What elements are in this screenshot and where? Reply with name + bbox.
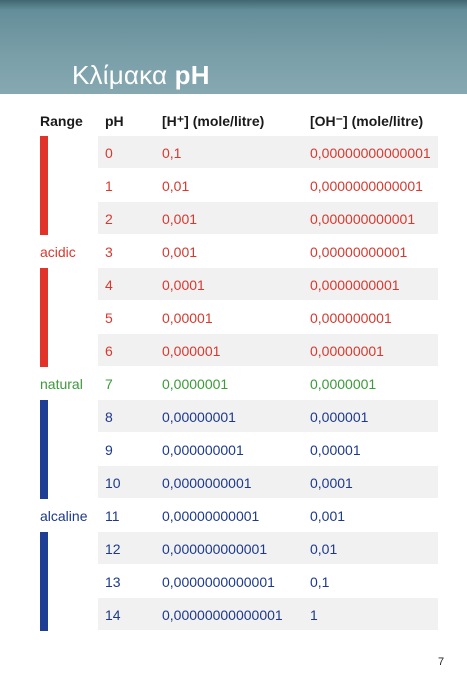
ph-value: 6 <box>105 343 113 359</box>
range-label: acidic <box>40 244 76 260</box>
page-header: Κλίμακα pH <box>0 0 467 94</box>
h-concentration: 0,000000000001 <box>162 541 268 557</box>
table-row: 12 0,000000000001 0,01 <box>40 532 438 565</box>
table-row: 6 0,000001 0,00000001 <box>40 334 438 367</box>
h-concentration: 0,0000001 <box>162 376 229 392</box>
h-concentration: 0,00000000000001 <box>162 607 283 623</box>
h-concentration: 0,001 <box>162 211 198 227</box>
h-concentration: 0,00000000001 <box>162 508 260 524</box>
ph-value: 7 <box>105 376 113 392</box>
ph-value: 1 <box>105 178 113 194</box>
oh-concentration: 0,000000000001 <box>310 211 416 227</box>
oh-concentration: 0,0000000001 <box>310 277 400 293</box>
ph-value: 4 <box>105 277 113 293</box>
h-concentration: 0,001 <box>162 244 198 260</box>
table-row: alcaline 11 0,00000000001 0,001 <box>40 499 438 532</box>
oh-concentration: 1 <box>310 607 318 623</box>
acidic-range-bar <box>40 136 48 169</box>
range-label: alcaline <box>40 508 88 524</box>
ph-value: 13 <box>105 574 121 590</box>
row-background <box>98 400 438 432</box>
h-concentration: 0,01 <box>162 178 190 194</box>
acidic-range-bar <box>40 334 48 367</box>
table-row: natural 7 0,0000001 0,0000001 <box>40 367 438 400</box>
h-concentration: 0,0000000001 <box>162 475 252 491</box>
oh-concentration: 0,0000000000001 <box>310 178 423 194</box>
ph-value: 12 <box>105 541 121 557</box>
column-header-range: Range <box>40 113 83 129</box>
oh-concentration: 0,001 <box>310 508 346 524</box>
row-background <box>98 466 438 498</box>
alcaline-range-bar <box>40 532 48 565</box>
row-background <box>98 202 438 234</box>
ph-value: 11 <box>105 508 120 524</box>
table-row: 9 0,000000001 0,00001 <box>40 433 438 466</box>
range-label: natural <box>40 376 83 392</box>
table-row: acidic 3 0,001 0,00000000001 <box>40 235 438 268</box>
row-background <box>98 532 438 564</box>
h-concentration: 0,000000001 <box>162 442 244 458</box>
oh-concentration: 0,00001 <box>310 442 361 458</box>
alcaline-range-bar <box>40 598 48 631</box>
alcaline-range-bar <box>40 400 48 433</box>
row-background <box>98 334 438 366</box>
acidic-range-bar <box>40 202 48 235</box>
table-header: Range pH [H⁺] (mole/litre) [OH⁻] (mole/l… <box>40 106 438 136</box>
column-header-oh: [OH⁻] (mole/litre) <box>310 113 424 129</box>
table-row: 14 0,00000000000001 1 <box>40 598 438 631</box>
table-row: 8 0,00000001 0,000001 <box>40 400 438 433</box>
alcaline-range-bar <box>40 433 48 466</box>
table-row: 1 0,01 0,0000000000001 <box>40 169 438 202</box>
oh-concentration: 0,0001 <box>310 475 353 491</box>
table-row: 13 0,0000000000001 0,1 <box>40 565 438 598</box>
oh-concentration: 0,00000001 <box>310 343 384 359</box>
row-background <box>98 499 438 531</box>
ph-value: 8 <box>105 409 113 425</box>
column-header-ph: pH <box>105 113 124 129</box>
header-shadow <box>0 0 467 10</box>
oh-concentration: 0,000000001 <box>310 310 392 326</box>
acidic-range-bar <box>40 268 48 301</box>
h-concentration: 0,000001 <box>162 343 221 359</box>
oh-concentration: 0,00000000001 <box>310 244 408 260</box>
ph-value: 14 <box>105 607 121 623</box>
h-concentration: 0,0000000000001 <box>162 574 275 590</box>
title-bold: pH <box>174 60 210 90</box>
alcaline-range-bar <box>40 466 48 499</box>
acidic-range-bar <box>40 169 48 202</box>
h-concentration: 0,0001 <box>162 277 205 293</box>
h-concentration: 0,00000001 <box>162 409 236 425</box>
oh-concentration: 0,0000001 <box>310 376 377 392</box>
row-background <box>98 433 438 465</box>
oh-concentration: 0,000001 <box>310 409 369 425</box>
ph-value: 0 <box>105 145 113 161</box>
alcaline-range-bar <box>40 565 48 598</box>
ph-value: 10 <box>105 475 121 491</box>
acidic-range-bar <box>40 301 48 334</box>
oh-concentration: 0,1 <box>310 574 330 590</box>
page-title: Κλίμακα pH <box>72 60 210 91</box>
oh-concentration: 0,01 <box>310 541 338 557</box>
ph-scale-table: Range pH [H⁺] (mole/litre) [OH⁻] (mole/l… <box>40 106 438 631</box>
oh-concentration: 0,00000000000001 <box>310 145 431 161</box>
ph-value: 9 <box>105 442 113 458</box>
h-concentration: 0,00001 <box>162 310 213 326</box>
table-row: 4 0,0001 0,0000000001 <box>40 268 438 301</box>
table-row: 0 0,1 0,00000000000001 <box>40 136 438 169</box>
title-prefix: Κλίμακα <box>72 60 175 90</box>
column-header-h: [H⁺] (mole/litre) <box>162 113 265 129</box>
table-body: 0 0,1 0,00000000000001 1 0,01 0,0000000000001… <box>40 136 438 631</box>
ph-value: 5 <box>105 310 113 326</box>
page-number: 7 <box>438 656 445 668</box>
h-concentration: 0,1 <box>162 145 182 161</box>
ph-value: 2 <box>105 211 113 227</box>
table-row: 10 0,0000000001 0,0001 <box>40 466 438 499</box>
row-background <box>98 268 438 300</box>
ph-value: 3 <box>105 244 113 260</box>
table-row: 5 0,00001 0,000000001 <box>40 301 438 334</box>
row-background <box>98 367 438 399</box>
row-background <box>98 136 438 168</box>
row-background <box>98 598 438 630</box>
table-row: 2 0,001 0,000000000001 <box>40 202 438 235</box>
